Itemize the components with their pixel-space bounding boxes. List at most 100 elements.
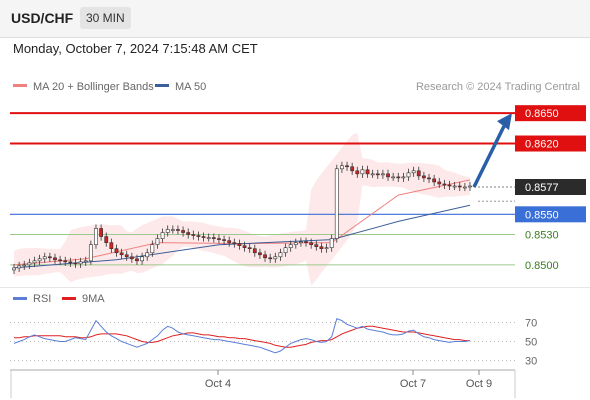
source-credit: Research © 2024 Trading Central xyxy=(416,81,580,93)
candle-body xyxy=(88,244,93,262)
rsi-legend: RSI 9MA xyxy=(13,293,105,305)
candle-body xyxy=(135,258,139,262)
candle-body xyxy=(155,238,160,245)
candle-body xyxy=(432,178,437,183)
ma50-line xyxy=(13,204,471,269)
ma9-legend-swatch xyxy=(62,297,76,300)
resistance-label-box xyxy=(515,105,586,122)
candle-body xyxy=(211,237,216,239)
candle-body xyxy=(150,244,155,254)
timeframe-badge[interactable]: 30 MIN xyxy=(80,7,131,29)
candle-body xyxy=(191,234,196,236)
projection xyxy=(472,113,512,188)
candle-body xyxy=(119,252,124,256)
candle-body xyxy=(411,170,416,174)
price-legend: MA 20 + Bollinger Bands MA 50 Research ©… xyxy=(13,81,580,93)
rsi-line xyxy=(13,318,471,354)
candle-body xyxy=(176,229,180,231)
rsi-ma9-line xyxy=(14,325,470,348)
candle-body xyxy=(452,185,457,188)
candle-body xyxy=(350,166,355,172)
candle-body xyxy=(37,258,42,262)
candle-body xyxy=(304,241,308,243)
candle-body xyxy=(263,254,267,259)
candle-body xyxy=(53,257,57,261)
candle-body xyxy=(222,239,226,241)
candle-body xyxy=(170,229,175,231)
candle-body xyxy=(293,242,298,245)
support-label: 0.8500 xyxy=(525,260,559,272)
candle-body xyxy=(386,173,390,178)
candle-body xyxy=(273,256,278,260)
ma50-legend-swatch xyxy=(155,84,169,87)
candle-body xyxy=(391,176,396,179)
current-price-marker: 0.8577 xyxy=(474,179,586,202)
candle-body xyxy=(68,261,73,264)
candle-body xyxy=(278,252,283,258)
candle-body xyxy=(181,230,185,233)
current-price-label: 0.8577 xyxy=(525,182,559,194)
support-label: 0.8530 xyxy=(525,230,559,242)
candle-body xyxy=(427,177,431,180)
candle-body xyxy=(145,252,150,258)
candle-body xyxy=(12,267,16,271)
candle-body xyxy=(160,232,165,239)
chart-header: USD/CHF 30 MIN xyxy=(0,0,590,37)
resistance-label: 0.8650 xyxy=(525,108,559,120)
candle-body xyxy=(206,237,211,239)
rsi-tick-label: 30 xyxy=(525,356,537,368)
rsi-legend-swatch xyxy=(13,297,27,300)
candle-body xyxy=(375,173,380,176)
x-tick-label: Oct 7 xyxy=(400,378,426,390)
candle-body xyxy=(437,181,442,185)
ma50-legend-label: MA 50 xyxy=(175,81,206,93)
candle-body xyxy=(32,260,37,264)
candle-body xyxy=(288,244,293,248)
candle-body xyxy=(406,172,411,178)
candle-body xyxy=(370,173,375,176)
candle-body xyxy=(22,264,27,267)
x-axis: Oct 4 Oct 7 Oct 9 xyxy=(10,369,516,398)
candle-body xyxy=(340,165,344,170)
ma20-legend-label: MA 20 + Bollinger Bands xyxy=(33,81,154,93)
ma9-legend-label: 9MA xyxy=(82,293,105,305)
timestamp: Monday, October 7, 2024 7:15:48 AM CET xyxy=(13,41,258,56)
candle-body xyxy=(129,256,134,260)
resistance-label-box xyxy=(515,135,586,152)
candle-body xyxy=(114,248,119,254)
candle-body xyxy=(319,246,324,250)
candle-body xyxy=(237,243,242,246)
resistance-label: 0.8620 xyxy=(525,139,559,151)
candle-body xyxy=(186,232,191,235)
candle-body xyxy=(252,248,257,254)
candle-body xyxy=(334,168,339,239)
candle-body xyxy=(42,256,47,260)
candle-body xyxy=(78,261,83,265)
rsi-legend-label: RSI xyxy=(33,293,51,305)
candle-body xyxy=(104,236,109,243)
candle-body xyxy=(27,262,32,266)
candle-body xyxy=(324,247,329,250)
candle-body xyxy=(124,254,129,258)
candle-body xyxy=(309,242,314,245)
candle-body xyxy=(227,240,232,243)
x-tick-label: Oct 9 xyxy=(466,378,492,390)
candle-body xyxy=(396,176,401,179)
candle-body xyxy=(329,238,334,248)
rsi-tick-label: 50 xyxy=(525,337,537,349)
candle-body xyxy=(268,257,273,260)
current-price-box xyxy=(515,179,586,196)
candle-body xyxy=(196,235,201,237)
ma20-legend-swatch xyxy=(13,84,27,87)
candle-body xyxy=(201,236,206,238)
candle-body xyxy=(217,238,221,240)
candle-body xyxy=(457,185,462,188)
candle-body xyxy=(83,260,88,263)
candle-body xyxy=(47,256,52,259)
candle-body xyxy=(416,170,421,177)
candle-body xyxy=(140,256,144,262)
candle-body xyxy=(63,260,68,263)
candle-body xyxy=(360,169,365,175)
pivot-label-box xyxy=(515,206,586,223)
